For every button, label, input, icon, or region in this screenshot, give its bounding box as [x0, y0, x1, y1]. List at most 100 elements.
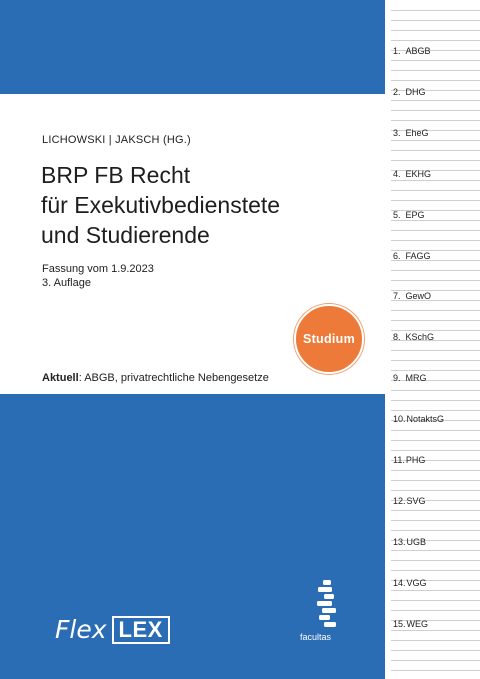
register-rule — [391, 70, 480, 71]
register-rule — [391, 100, 480, 101]
register-rule — [391, 180, 480, 181]
register-rule — [391, 40, 480, 41]
register-rule — [391, 510, 480, 511]
register-rule — [391, 190, 480, 191]
register-tab-eheg: 3. EheG — [393, 128, 429, 138]
register-tab-fagg: 6. FAGG — [393, 251, 431, 261]
tab-label: NotaktsG — [406, 414, 445, 425]
register-rule — [391, 340, 480, 341]
facultas-logo: facultas — [300, 580, 370, 642]
current-label: Aktuell — [42, 372, 79, 384]
register-rule — [391, 120, 480, 121]
register-rule — [391, 400, 480, 401]
register-rule — [391, 660, 480, 661]
tab-label: PHG — [405, 455, 426, 465]
tab-label: FAGG — [405, 250, 431, 261]
register-tab-ekhg: 4. EKHG — [393, 169, 431, 179]
register-rule — [391, 580, 480, 581]
register-rule — [391, 470, 480, 471]
register-rule — [391, 260, 480, 261]
register-rule — [391, 560, 480, 561]
register-rule — [391, 630, 480, 631]
register-rule — [391, 80, 480, 81]
tab-number: 7. — [393, 291, 401, 302]
register-rule — [391, 640, 480, 641]
register-tab-dhg: 2. DHG — [393, 87, 426, 97]
version-date: Fassung vom 1.9.2023 — [42, 263, 154, 275]
register-rule — [391, 310, 480, 311]
register-rule — [391, 430, 480, 431]
tab-label: EPG — [405, 209, 425, 220]
cover-blue-panel: LICHOWSKI | JAKSCH (HG.) BRP FB Recht fü… — [0, 0, 385, 679]
register-tab-notaktsg: 10.NotaktsG — [393, 414, 444, 424]
tab-number: 11. — [393, 455, 405, 465]
register-tab-epg: 5. EPG — [393, 210, 425, 220]
register-rule — [391, 290, 480, 291]
edition-info: Fassung vom 1.9.2023 3. Auflage — [42, 262, 154, 290]
current-text: : ABGB, privatrechtliche Nebengesetze — [78, 372, 269, 384]
register-rule — [391, 300, 480, 301]
register-rule — [391, 20, 480, 21]
tab-label: EKHG — [405, 168, 432, 179]
title-line: für Exekutivbedienstete — [41, 192, 281, 218]
register-rule — [391, 130, 480, 131]
register-rule — [391, 140, 480, 141]
tab-label: UGB — [406, 536, 427, 547]
register-rule — [391, 410, 480, 411]
register-rule — [391, 150, 480, 151]
tab-label: KSchG — [405, 332, 435, 343]
register-rule — [391, 320, 480, 321]
publisher-name: facultas — [300, 632, 332, 642]
register-rule — [391, 240, 480, 241]
register-rule — [391, 250, 480, 251]
register-rule — [391, 110, 480, 111]
register-tab-kschg: 8. KSchG — [393, 332, 434, 342]
studium-badge: Studium — [294, 304, 364, 374]
tab-number: 2. — [393, 86, 401, 97]
tab-number: 14. — [393, 577, 406, 588]
register-rule — [391, 390, 480, 391]
tab-number: 15. — [393, 618, 406, 629]
register-rule — [391, 500, 480, 501]
register-rule — [391, 460, 480, 461]
register-rule — [391, 10, 480, 11]
register-tab-mrg: 9. MRG — [393, 373, 427, 383]
register-rule — [391, 620, 480, 621]
register-rule — [391, 480, 480, 481]
register-rule — [391, 590, 480, 591]
logo-flex-word: Flex — [55, 615, 107, 644]
register-rule — [391, 490, 480, 491]
register-tab-ugb: 13.UGB — [393, 537, 426, 547]
tab-label: VGG — [406, 577, 427, 588]
tab-number: 9. — [393, 373, 401, 384]
tab-register: 1. ABGB 2. DHG 3. EheG 4. EKHG 5. EPG 6. FAGG 7. GewO… — [385, 0, 480, 679]
tab-number: 4. — [393, 168, 401, 179]
edition-number: 3. Auflage — [42, 277, 91, 289]
tab-number: 12. — [393, 495, 406, 506]
authors: LICHOWSKI | JAKSCH (HG.) — [42, 134, 191, 146]
register-rule — [391, 280, 480, 281]
logo-lex-box: LEX — [111, 615, 170, 644]
tab-label: MRG — [405, 373, 427, 384]
register-rule — [391, 370, 480, 371]
tab-number: 6. — [393, 250, 401, 261]
tab-number: 10. — [393, 414, 406, 425]
register-rule — [391, 50, 480, 51]
register-tab-gewo: 7. GewO — [393, 291, 431, 301]
tab-number: 3. — [393, 127, 401, 138]
current-contents: Aktuell: ABGB, privatrechtliche Nebenges… — [42, 372, 269, 384]
book-title: BRP FB Recht für Exekutivbedienstete und… — [41, 160, 280, 250]
register-rule — [391, 570, 480, 571]
tab-number: 1. — [393, 46, 401, 56]
register-rule — [391, 600, 480, 601]
register-rule — [391, 540, 480, 541]
register-tab-phg: 11.PHG — [393, 455, 425, 465]
register-tab-svg: 12.SVG — [393, 496, 426, 506]
register-rule — [391, 160, 480, 161]
register-rule — [391, 440, 480, 441]
register-tab-vgg: 14.VGG — [393, 578, 427, 588]
register-rule — [391, 530, 480, 531]
register-rule — [391, 270, 480, 271]
tab-number: 13. — [393, 536, 406, 547]
register-rule — [391, 230, 480, 231]
